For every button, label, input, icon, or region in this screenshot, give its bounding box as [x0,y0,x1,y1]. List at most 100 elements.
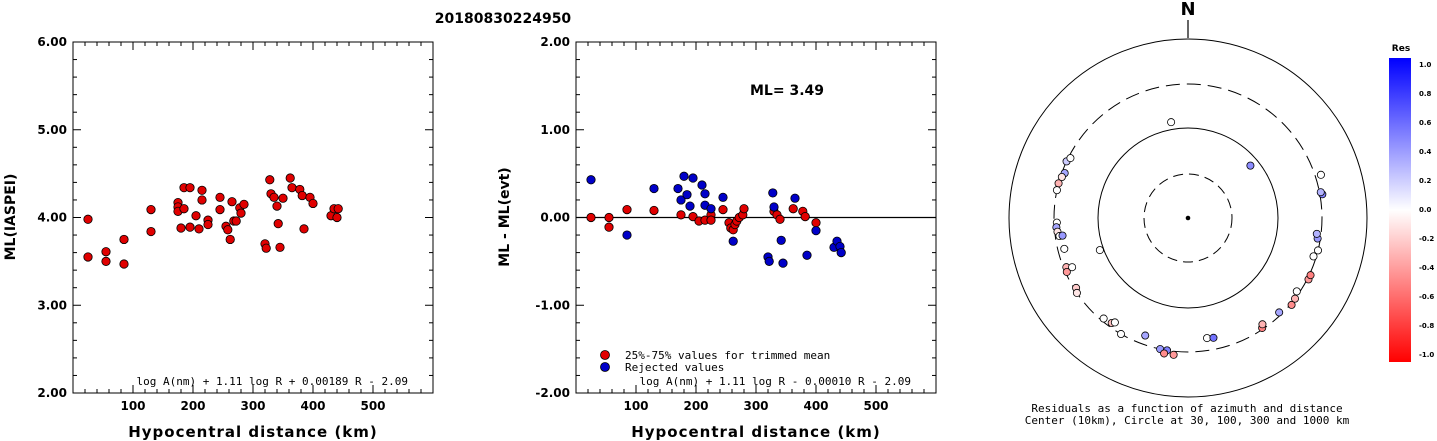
station-residual-point [1095,246,1104,255]
station-residual-point [1160,349,1169,358]
colorbar-title: Res [1392,44,1410,54]
data-point [697,180,707,190]
y-tick-label: -1.00 [535,298,570,312]
data-point [185,222,195,232]
station-residual-point [1292,287,1301,296]
data-point [299,224,309,234]
data-point [231,216,241,226]
y-tick-label: 1.00 [540,123,570,137]
data-point [679,171,689,181]
colorbar-tick-label: -0.6 [1419,293,1434,301]
data-point [239,199,249,209]
colorbar-tick-label: 1.0 [1419,61,1432,69]
ring-100km [1097,127,1279,309]
y-tick-label: -2.00 [535,386,570,400]
data-point [101,247,111,257]
x-tick-label: 300 [743,399,768,413]
legend-label-rejected: Rejected values [625,361,724,374]
legend-marker-rejected [600,362,610,372]
north-label: N [1180,0,1195,20]
data-point [604,212,614,223]
colorbar-tick-label: 0.6 [1419,119,1432,127]
data-point [176,223,186,233]
station-residual-point [1054,179,1063,188]
data-point [119,234,129,245]
data-point [706,215,716,225]
data-point [215,205,225,215]
data-point [685,201,695,211]
data-point [676,210,686,220]
caption-line-2: Center (10km), Circle at 30, 100, 300 an… [1025,414,1350,427]
data-point [83,252,93,262]
data-point [604,222,614,232]
data-point [764,256,774,266]
data-point [688,173,698,183]
station-residual-point [1167,118,1176,127]
data-point [333,204,343,214]
ml-annotation: ML= 3.49 [750,83,824,99]
station-residual-point [1287,300,1296,309]
data-point [836,248,846,258]
panel-ml-residual: 100 200 300 400 500 -2.00 -1.00 0.00 1.00 2.00 ML… [497,35,937,441]
station-residual-point [1275,308,1284,317]
y-tick-label: 5.00 [37,123,67,137]
station-residual-point [1141,331,1150,340]
y-axis-label: ML(IASPEI) [3,174,19,261]
data-point [308,198,318,209]
data-point [586,175,596,185]
x-tick-label: 400 [803,399,828,413]
data-point [287,183,297,193]
data-point [728,236,738,246]
x-tick-label: 400 [300,399,325,413]
data-point [811,226,821,236]
data-point [83,214,93,224]
data-point [775,214,785,224]
colorbar-gradient [1389,58,1411,362]
station-residual-point [1316,188,1325,197]
data-point [223,225,233,235]
x-tick-label: 500 [360,399,385,413]
colorbar-ticks: 1.0 0.8 0.6 0.4 0.2 0.0 -0.2 -0.4 -0.6 -0.8 -1.0 [1419,61,1434,359]
legend-marker-trimmed [600,350,610,360]
panel-polar-residuals: N Residuals as a function of azimuth and… [1008,0,1368,427]
data-point [676,195,686,205]
x-tick-label: 200 [180,399,205,413]
colorbar: Res 1.0 0.8 0.6 0.4 0.2 0.0 -0.2 -0.4 -0.6 -0.8 -1… [1389,44,1434,362]
data-point [191,211,201,221]
data-point [802,250,812,260]
station-residual-point [1309,252,1318,261]
data-point [811,218,821,228]
ring-300km [1053,83,1323,353]
station-residual-point [1068,263,1077,272]
x-tick-label: 100 [120,399,145,413]
formula-text: log A(nm) + 1.11 log R + 0.00189 R - 2.0… [136,375,408,388]
data-point [146,205,156,215]
data-point [146,226,156,237]
data-point [768,188,778,198]
x-tick-label: 300 [240,399,265,413]
x-tick-label: 200 [683,399,708,413]
colorbar-tick-label: 0.0 [1419,206,1432,214]
colorbar-tick-label: 0.8 [1419,90,1432,98]
panel-ml-iaspei: 100 200 300 400 500 2.00 3.00 4.00 5.00 6.00 Hypo… [3,35,434,441]
data-point [227,197,237,207]
data-point [776,235,786,245]
x-tick-label: 500 [863,399,888,413]
data-point [261,243,271,253]
data-point [225,234,235,245]
data-point [101,256,111,266]
data-point [718,205,728,215]
legend: 25%-75% values for trimmed mean Rejected… [600,349,830,374]
station-residual-point [1057,173,1066,182]
data-point [673,183,683,194]
center-point [1185,215,1191,221]
data-point [788,204,798,214]
y-tick-label: 2.00 [37,386,67,400]
station-residual-point [1209,333,1218,342]
data-points [1052,118,1327,359]
y-tick-label: 3.00 [37,298,67,312]
station-residual-point [1060,244,1069,253]
figure-title: 20180830224950 [435,11,572,27]
caption-line-1: Residuals as a function of azimuth and d… [1031,402,1342,415]
station-residual-point [1072,288,1081,297]
